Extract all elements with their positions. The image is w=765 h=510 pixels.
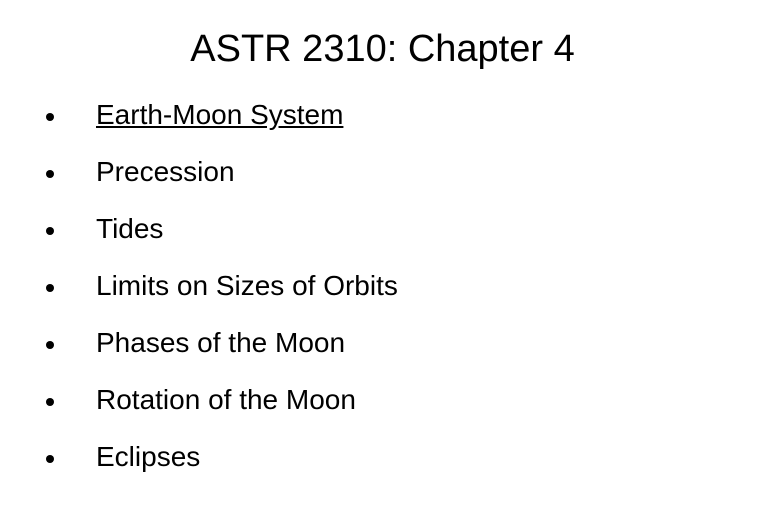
- list-item: Eclipses: [40, 443, 765, 471]
- list-item: Earth-Moon System: [40, 101, 765, 129]
- topic-list: Earth-Moon System Precession Tides Limit…: [0, 101, 765, 471]
- list-item-text: Earth-Moon System: [96, 99, 343, 130]
- list-item: Limits on Sizes of Orbits: [40, 272, 765, 300]
- list-item-text: Eclipses: [96, 441, 200, 472]
- list-item-text: Precession: [96, 156, 235, 187]
- list-item: Precession: [40, 158, 765, 186]
- list-item: Tides: [40, 215, 765, 243]
- list-item-text: Tides: [96, 213, 163, 244]
- list-item-text: Phases of the Moon: [96, 327, 345, 358]
- list-item-text: Rotation of the Moon: [96, 384, 356, 415]
- slide-title: ASTR 2310: Chapter 4: [0, 0, 765, 101]
- list-item: Rotation of the Moon: [40, 386, 765, 414]
- list-item: Phases of the Moon: [40, 329, 765, 357]
- list-item-text: Limits on Sizes of Orbits: [96, 270, 398, 301]
